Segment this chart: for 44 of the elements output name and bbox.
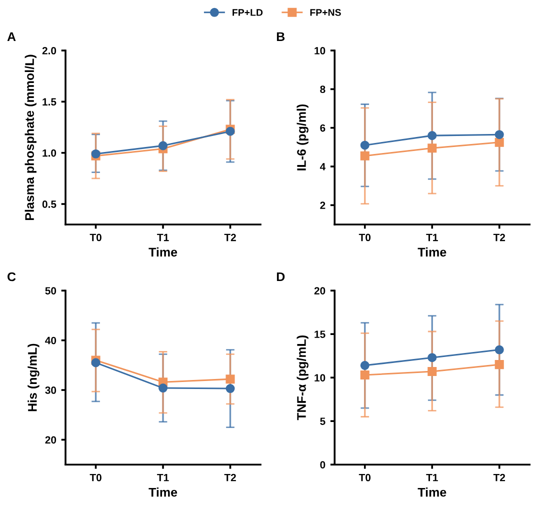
x-tick-label: T2 [224, 234, 236, 242]
y-tick-label: 10 [314, 374, 326, 382]
y-tick-label: 30 [45, 386, 56, 394]
x-tick-label: T0 [90, 234, 102, 242]
y-tick-label: 50 [45, 287, 56, 294]
x-tick-label: T2 [493, 474, 506, 482]
y-tick-label: 10 [314, 47, 326, 54]
y-tick-label: 0 [320, 461, 326, 468]
y-tick-label: 20 [45, 436, 56, 444]
y-tick-label: 6 [320, 124, 326, 132]
y-tick-label: 15 [314, 330, 326, 338]
y-axis-title: His (ng/mL) [28, 344, 40, 412]
x-axis-title: Time [418, 247, 446, 257]
x-tick-label: T1 [426, 234, 438, 242]
y-tick-label: 5 [320, 418, 326, 425]
x-tick-label: T1 [157, 474, 169, 482]
x-axis-title: Time [148, 247, 178, 257]
x-axis-title: Time [418, 488, 446, 497]
x-tick-label: T0 [358, 474, 371, 482]
x-tick-label: T2 [493, 234, 506, 242]
y-tick-label: 8 [320, 86, 326, 94]
y-tick-label: 20 [314, 287, 326, 294]
text: B [276, 32, 285, 41]
y-tick-label: 1.0 [42, 149, 56, 157]
text: A [7, 32, 16, 41]
y-axis-title: TNF-α (pg/mL) [296, 336, 308, 420]
y-tick-label: 1.5 [42, 98, 56, 106]
x-tick-label: T0 [90, 474, 102, 482]
y-tick-label: 2.0 [42, 47, 56, 54]
legend-label: FP+NS [310, 9, 341, 16]
y-tick-label: 40 [45, 336, 56, 344]
y-tick-label: 0.5 [42, 200, 56, 208]
legend-label: FP+LD [232, 9, 263, 16]
text: D [276, 272, 285, 282]
x-tick-label: T1 [426, 474, 438, 482]
y-axis-title: IL-6 (pg/ml) [296, 104, 308, 170]
x-axis-title: Time [148, 488, 178, 497]
y-tick-label: 2 [320, 202, 326, 209]
y-axis-title: Plasma phosphate (mmol/L) [24, 54, 36, 220]
text: C [8, 272, 16, 282]
x-tick-label: T2 [224, 474, 236, 482]
x-tick-label: T0 [358, 234, 371, 242]
y-tick-label: 4 [320, 163, 326, 170]
x-tick-label: T1 [157, 234, 169, 242]
